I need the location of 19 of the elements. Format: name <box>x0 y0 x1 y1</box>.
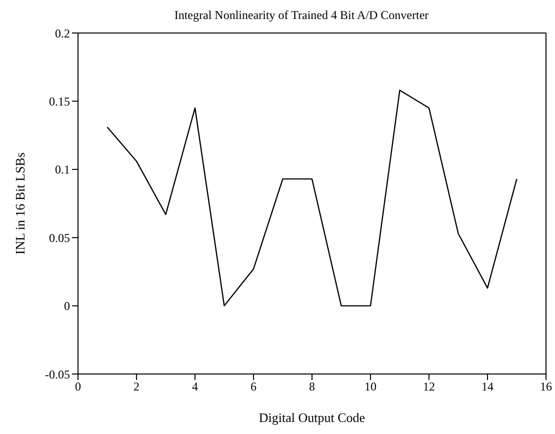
x-tick-label: 6 <box>250 380 256 394</box>
y-tick-label: -0.05 <box>45 367 70 382</box>
y-tick-label: 0.05 <box>49 230 70 245</box>
x-tick-label: 14 <box>482 380 494 394</box>
x-tick-label: 16 <box>540 380 552 394</box>
x-tick-label: 10 <box>364 380 376 394</box>
x-tick-label: 12 <box>423 380 435 394</box>
y-tick-label: 0.1 <box>55 162 70 177</box>
x-axis-title: Digital Output Code <box>258 410 366 425</box>
y-tick-label: 0 <box>64 299 70 314</box>
line-series <box>106 90 518 306</box>
y-tick-label: 0.15 <box>49 94 70 108</box>
x-tick-label: 0 <box>75 380 81 394</box>
x-tick-label: 8 <box>309 380 315 394</box>
y-tick-label: 0.2 <box>55 26 70 40</box>
y-axis-title: INL in 16 Bit LSBs <box>12 152 28 255</box>
chart-title: Integral Nonlinearity of Trained 4 Bit A/D Converter <box>173 8 430 24</box>
x-tick-label: 2 <box>134 380 140 394</box>
x-tick-label: 4 <box>192 380 198 394</box>
